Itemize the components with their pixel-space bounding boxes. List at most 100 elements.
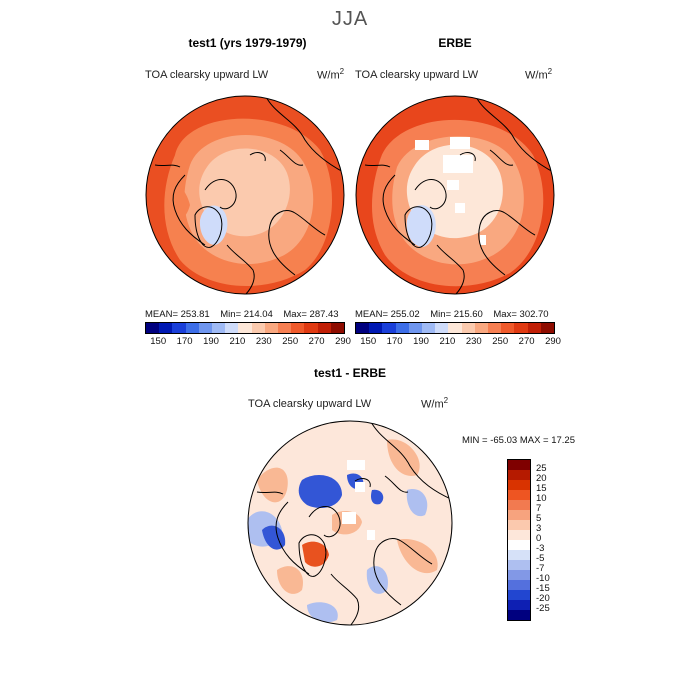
legend-swatch <box>508 520 530 530</box>
colorbar-tick-label: 270 <box>308 336 325 347</box>
legend-tick-label: -10 <box>536 573 550 584</box>
colorbar-swatch <box>317 323 331 333</box>
colorbar-tick-label: 170 <box>386 336 403 347</box>
colorbar-swatch <box>514 323 528 333</box>
legend-tick-label: 15 <box>536 483 547 494</box>
colorbar-swatch <box>238 323 252 333</box>
legend-swatch <box>508 550 530 560</box>
right-panel-title: ERBE <box>438 36 472 50</box>
legend-tick-label: 20 <box>536 473 547 484</box>
colorbar-swatch <box>448 323 462 333</box>
colorbar-swatch <box>356 323 370 333</box>
legend-swatch <box>508 580 530 590</box>
legend-swatch <box>508 610 530 620</box>
colorbar-tick-label: 210 <box>229 336 246 347</box>
left-stats-row: MEAN= 253.81 Min= 214.04 Max= 287.43 <box>145 309 339 320</box>
legend-tick-label: -20 <box>536 593 550 604</box>
diff-field-strong-cool <box>262 473 384 550</box>
left-colorbar <box>145 322 345 334</box>
colorbar-swatch <box>251 323 265 333</box>
diff-unit-label: W/m2 <box>421 396 449 411</box>
legend-swatch <box>508 560 530 570</box>
left-polar-map <box>145 95 345 295</box>
colorbar-tick-label: 190 <box>203 336 219 347</box>
legend-tick-label: -7 <box>536 563 545 574</box>
legend-tick-label: 10 <box>536 493 547 504</box>
legend-swatch <box>508 600 530 610</box>
legend-swatch <box>508 590 530 600</box>
diff-panel-title: test1 - ERBE <box>313 366 387 380</box>
legend-tick-label: 5 <box>536 513 542 524</box>
colorbar-swatch <box>474 323 489 333</box>
colorbar-tick-label: 230 <box>465 336 482 347</box>
legend-swatch <box>508 510 530 520</box>
legend-swatch <box>508 500 530 510</box>
colorbar-swatch <box>527 323 541 333</box>
colorbar-tick-label: 250 <box>492 336 509 347</box>
colorbar-tick-label: 190 <box>413 336 429 347</box>
left-coastlines <box>154 96 344 294</box>
colorbar-tick-label: 150 <box>150 336 167 347</box>
colorbar-swatch <box>225 323 239 333</box>
colorbar-tick-label: 170 <box>176 336 193 347</box>
legend-tick-label: -25 <box>536 603 550 614</box>
right-missing-data <box>415 137 486 245</box>
colorbar-swatch <box>408 323 423 333</box>
right-stats-row: MEAN= 255.02 Min= 215.60 Max= 302.70 <box>355 309 549 320</box>
legend-swatch <box>508 540 530 550</box>
colorbar-tick-label: 210 <box>439 336 456 347</box>
legend-tick-label: 7 <box>536 503 542 514</box>
colorbar-tick-label: 230 <box>255 336 272 347</box>
colorbar-swatch <box>185 323 199 333</box>
colorbar-swatch <box>435 323 449 333</box>
right-colorbar <box>355 322 555 334</box>
colorbar-swatch <box>304 323 318 333</box>
colorbar-swatch <box>369 323 383 333</box>
right-variable-label: TOA clearsky upward LW <box>355 69 479 81</box>
colorbar-swatch <box>382 323 396 333</box>
colorbar-swatch <box>461 323 475 333</box>
right-polar-map <box>355 95 555 295</box>
diff-legend-ticks: 25 20 15 10 7 5 3 0 -3 -5 -7 -10 -15 -20 -25 <box>536 459 576 621</box>
colorbar-swatch <box>422 323 436 333</box>
diff-legend <box>507 459 531 621</box>
colorbar-swatch <box>501 323 515 333</box>
season-title: JJA <box>331 8 369 30</box>
right-field-greenland <box>406 205 436 247</box>
colorbar-swatch <box>395 323 409 333</box>
legend-swatch <box>508 490 530 500</box>
right-coastlines <box>364 96 554 294</box>
right-unit-label: W/m2 <box>525 67 553 82</box>
colorbar-tick-label: 150 <box>360 336 377 347</box>
legend-tick-label: 3 <box>536 523 542 534</box>
colorbar-swatch <box>264 323 279 333</box>
legend-tick-label: -3 <box>536 543 545 554</box>
diff-missing-data <box>342 460 375 540</box>
left-panel-title: test1 (yrs 1979-1979) <box>188 36 307 50</box>
right-colorbar-ticks: 150 170 190 210 230 250 270 290 <box>355 336 561 348</box>
legend-swatch <box>508 470 530 480</box>
legend-swatch <box>508 480 530 490</box>
legend-tick-label: 0 <box>536 533 542 544</box>
diff-range-label: MIN = -65.03 MAX = 17.25 <box>462 435 576 446</box>
left-unit-label: W/m2 <box>317 67 345 82</box>
colorbar-swatch <box>198 323 213 333</box>
diff-variable-label: TOA clearsky upward LW <box>248 398 372 410</box>
legend-swatch <box>508 530 530 540</box>
colorbar-swatch <box>330 323 345 333</box>
colorbar-tick-label: 270 <box>518 336 535 347</box>
left-variable-label: TOA clearsky upward LW <box>145 69 269 81</box>
colorbar-swatch <box>291 323 305 333</box>
legend-tick-label: -5 <box>536 553 545 564</box>
colorbar-tick-label: 290 <box>335 336 351 347</box>
colorbar-tick-label: 290 <box>545 336 561 347</box>
colorbar-swatch <box>488 323 502 333</box>
left-field-warm-west <box>165 184 190 219</box>
legend-tick-label: 25 <box>536 463 547 474</box>
colorbar-swatch <box>146 323 160 333</box>
colorbar-swatch <box>212 323 226 333</box>
colorbar-swatch <box>540 323 555 333</box>
legend-swatch <box>508 570 530 580</box>
diff-polar-map <box>247 420 453 626</box>
left-colorbar-ticks: 150 170 190 210 230 250 270 290 <box>145 336 351 348</box>
